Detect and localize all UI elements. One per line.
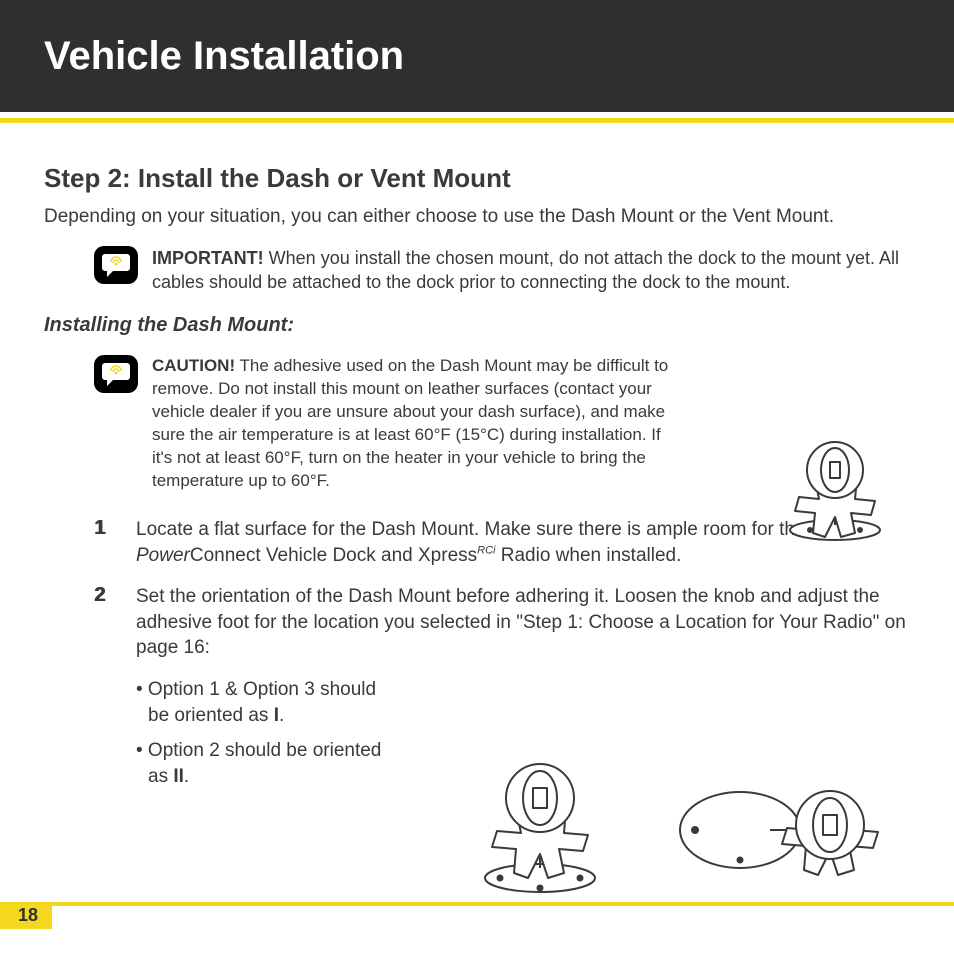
caution-label: CAUTION! bbox=[152, 356, 235, 375]
important-note: IMPORTANT! When you install the chosen m… bbox=[94, 246, 910, 295]
important-text: IMPORTANT! When you install the chosen m… bbox=[152, 246, 910, 295]
dash-mount-figure-orientation-1 bbox=[440, 738, 640, 898]
speech-bubble-icon bbox=[94, 246, 138, 284]
step-number: 1 bbox=[94, 517, 136, 540]
header-band: Vehicle Installation bbox=[0, 0, 954, 112]
dash-mount-figure-front bbox=[760, 415, 910, 545]
page-number: 18 bbox=[0, 902, 52, 929]
caution-text: CAUTION! The adhesive used on the Dash M… bbox=[152, 355, 682, 493]
subheading: Installing the Dash Mount: bbox=[44, 314, 910, 337]
dash-mount-figure-orientation-2 bbox=[670, 760, 900, 890]
footer-accent-rule bbox=[0, 902, 954, 906]
step-body: Set the orientation of the Dash Mount be… bbox=[136, 584, 910, 661]
bullet-1: • Option 1 & Option 3 should be oriented… bbox=[136, 677, 386, 728]
bullet-2: • Option 2 should be oriented as II. bbox=[136, 738, 386, 789]
caution-body: The adhesive used on the Dash Mount may … bbox=[152, 356, 668, 490]
page-footer: 18 bbox=[0, 902, 954, 932]
step-item-2: 2 Set the orientation of the Dash Mount … bbox=[94, 584, 910, 661]
page-title: Vehicle Installation bbox=[44, 34, 404, 79]
important-body: When you install the chosen mount, do no… bbox=[152, 248, 899, 292]
step-intro: Depending on your situation, you can eit… bbox=[44, 204, 910, 230]
step-number: 2 bbox=[94, 584, 136, 607]
speech-bubble-icon bbox=[94, 355, 138, 393]
orientation-bullets: • Option 1 & Option 3 should be oriented… bbox=[136, 677, 386, 790]
important-label: IMPORTANT! bbox=[152, 248, 264, 268]
step-heading: Step 2: Install the Dash or Vent Mount bbox=[44, 163, 910, 194]
